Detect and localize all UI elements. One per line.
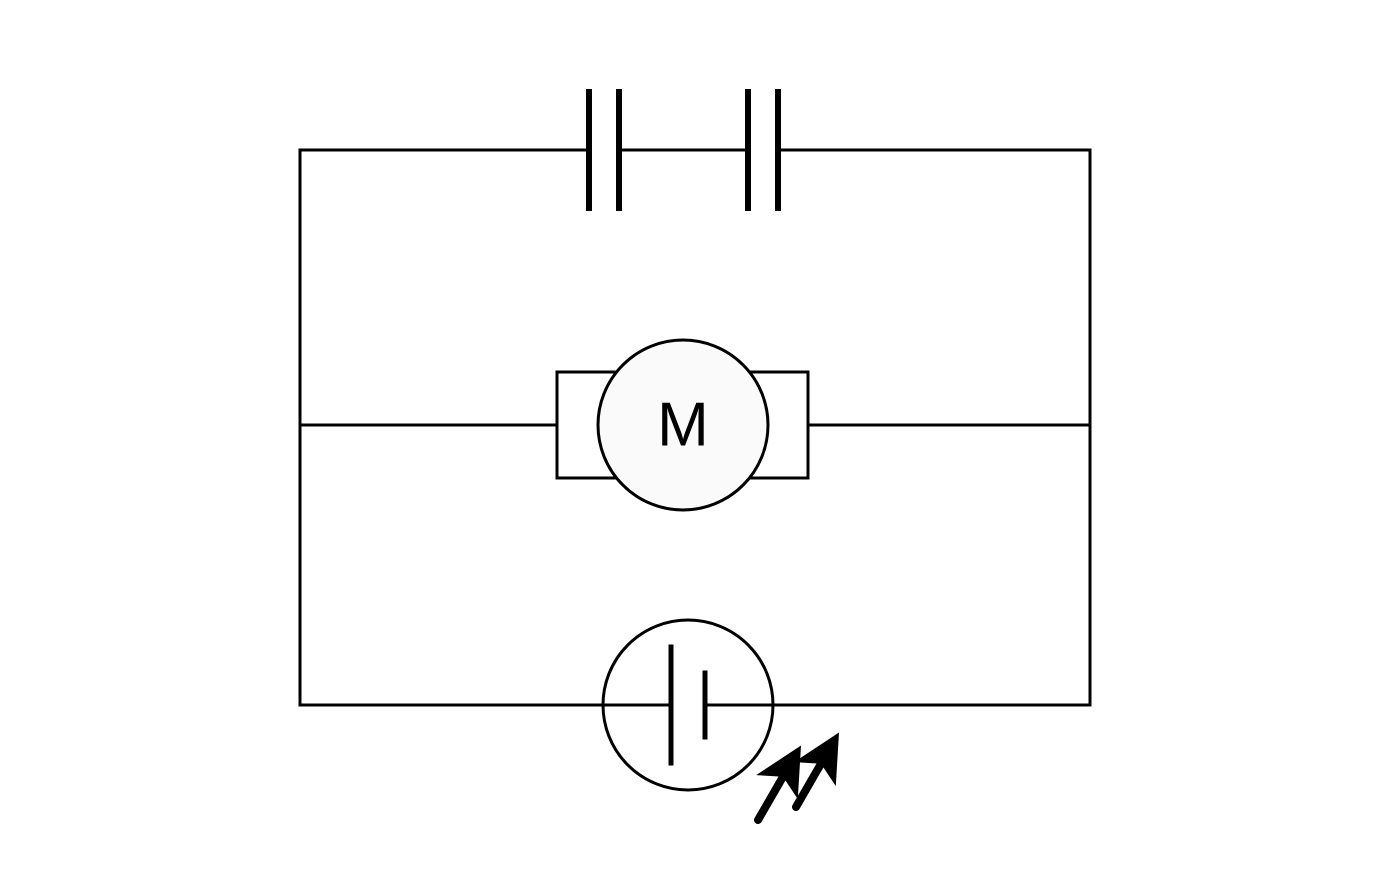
motor: M — [557, 340, 808, 510]
light-arrow-2 — [796, 746, 831, 807]
light-arrow-1 — [758, 759, 793, 820]
motor-label: M — [657, 391, 709, 460]
photocell — [300, 620, 1090, 820]
capacitor-2 — [748, 92, 778, 208]
circuit-diagram: M — [0, 0, 1400, 875]
capacitor-1 — [589, 92, 619, 208]
